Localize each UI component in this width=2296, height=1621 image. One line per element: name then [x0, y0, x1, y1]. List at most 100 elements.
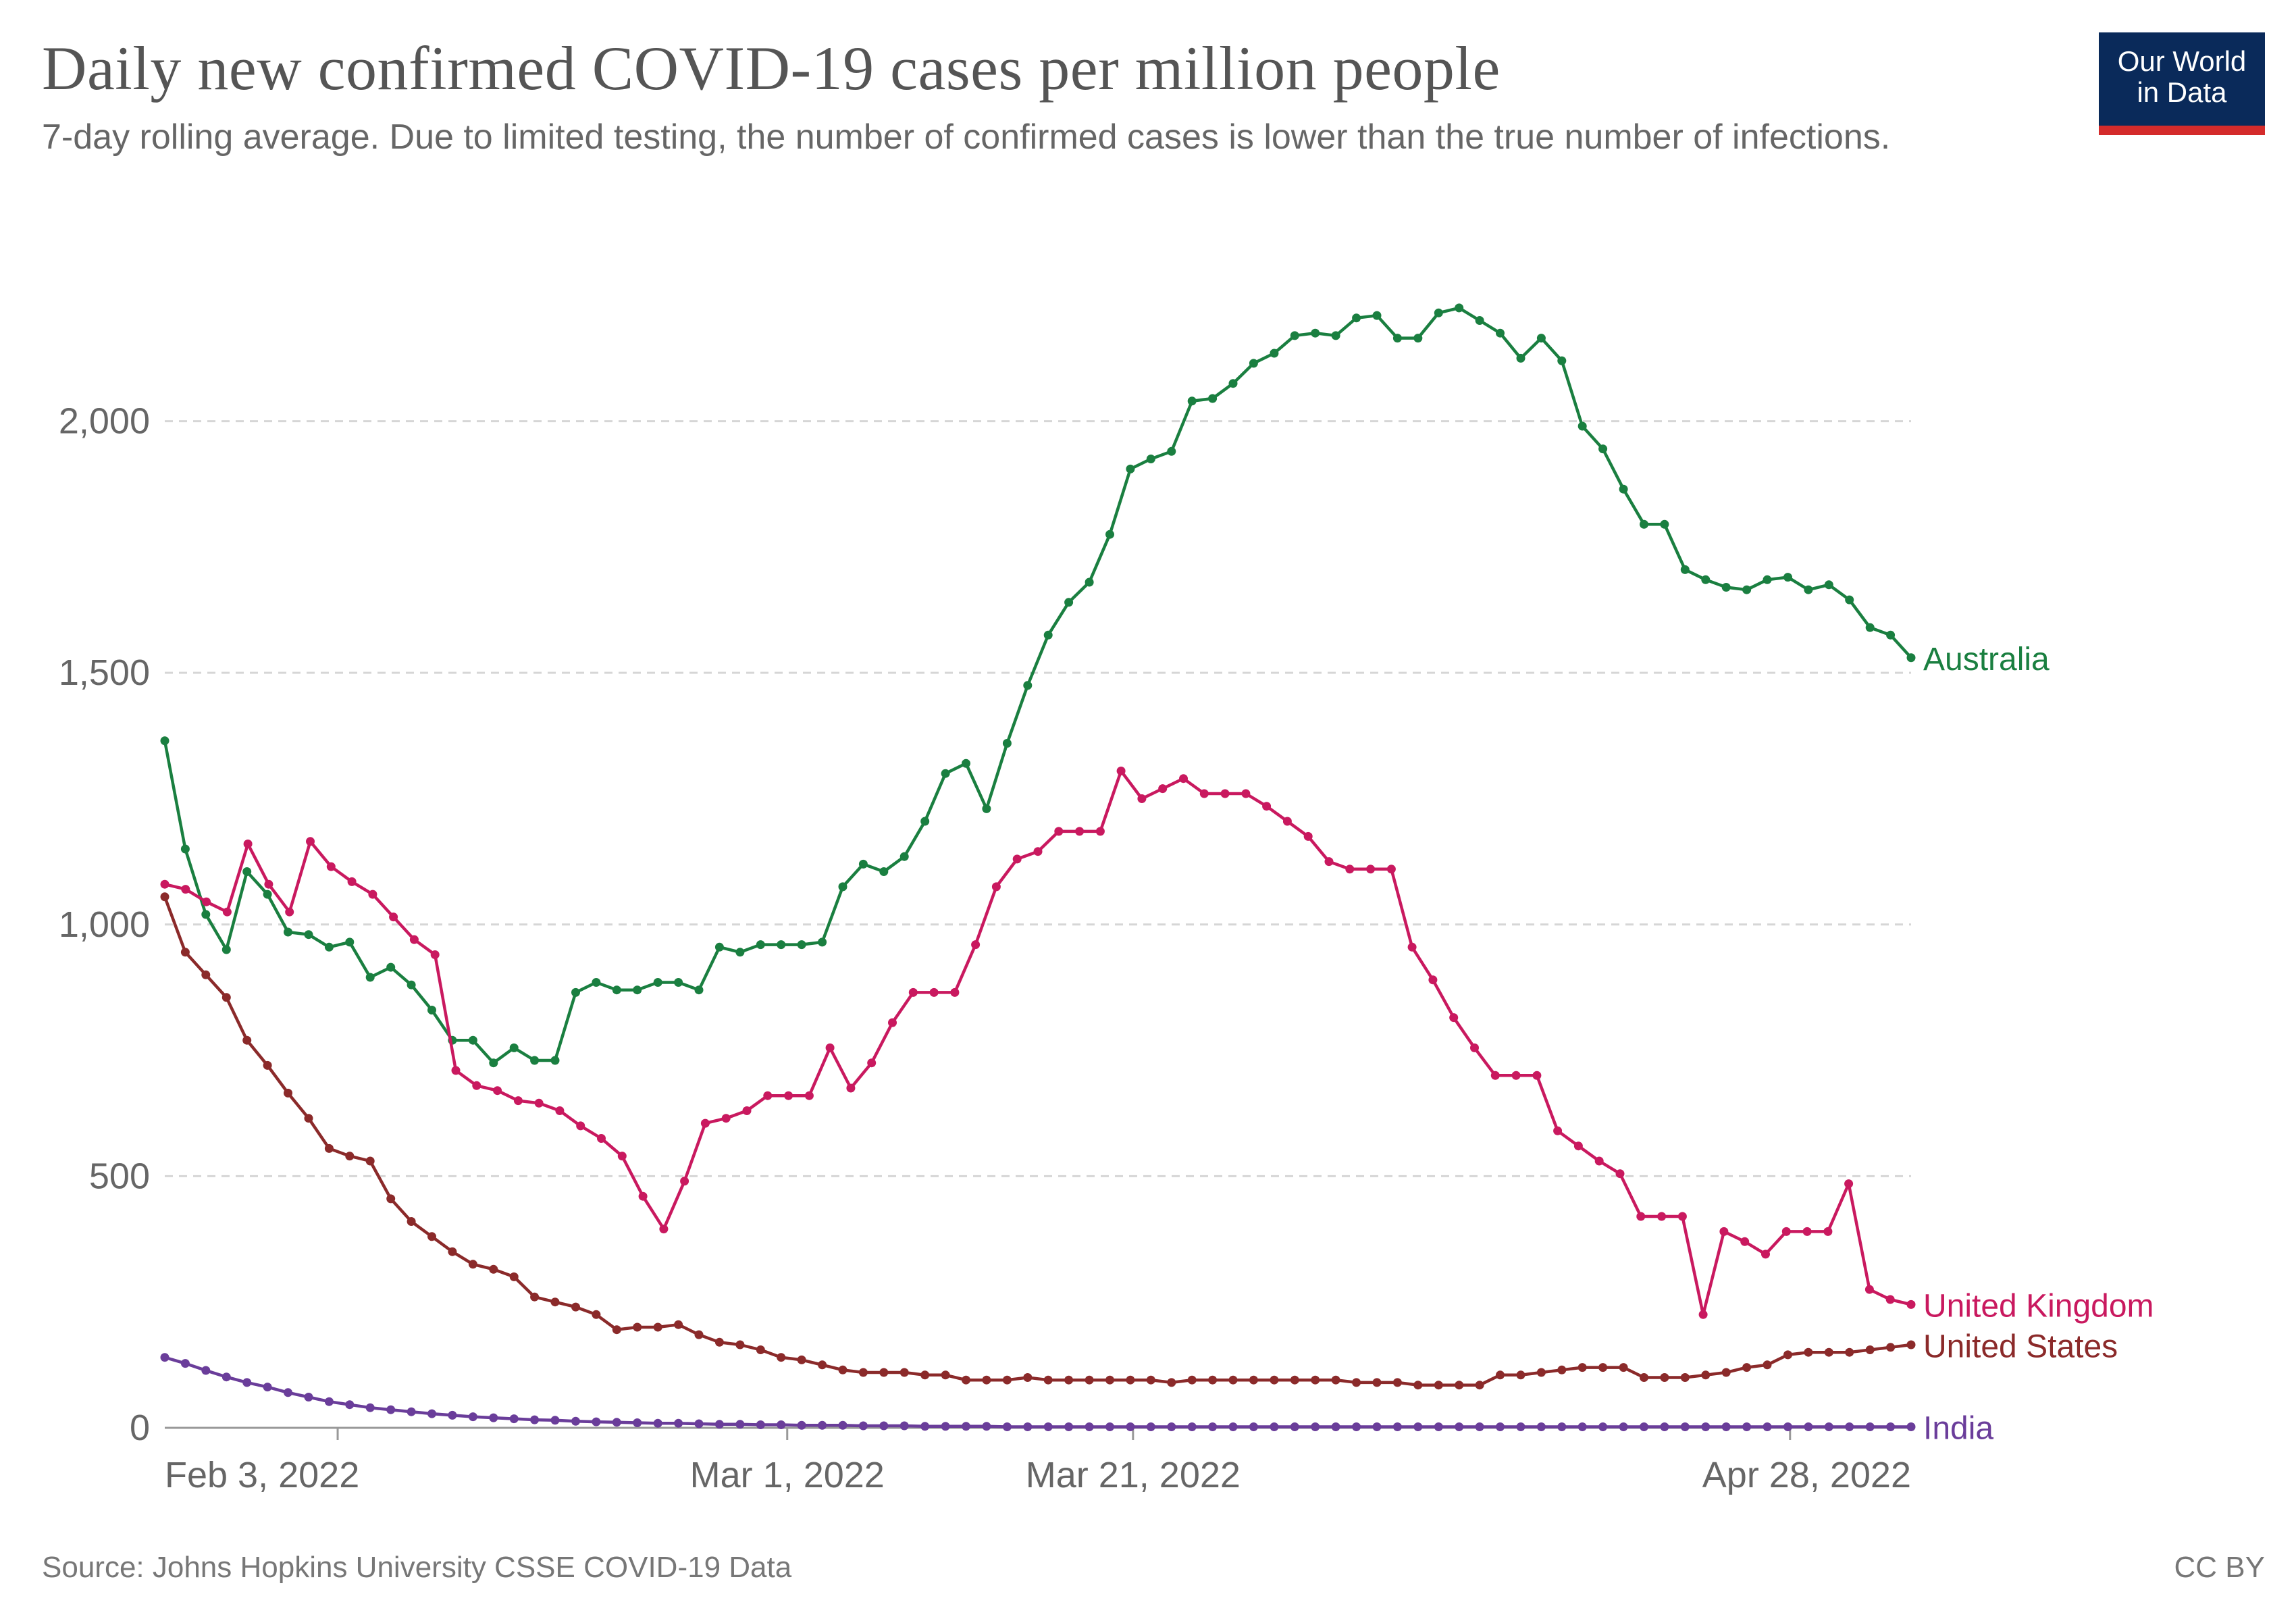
data-point	[735, 1340, 745, 1349]
data-point	[784, 1091, 793, 1100]
data-point	[448, 1410, 457, 1420]
series-label-india[interactable]: India	[1923, 1411, 1993, 1447]
data-point	[160, 879, 169, 889]
series-label-australia[interactable]: Australia	[1923, 642, 2050, 677]
x-tick-label: Mar 1, 2022	[690, 1455, 885, 1495]
data-point	[617, 1152, 627, 1161]
x-tick-label: Apr 28, 2022	[1702, 1455, 1911, 1495]
data-point	[1413, 1381, 1423, 1390]
data-point	[1249, 359, 1258, 368]
data-point	[448, 1247, 457, 1256]
data-point	[555, 1106, 565, 1115]
data-point	[1085, 1375, 1094, 1385]
data-point	[1577, 421, 1587, 431]
x-tick-label: Feb 3, 2022	[165, 1455, 359, 1495]
data-point	[633, 985, 642, 995]
data-point	[825, 1043, 835, 1052]
license-link[interactable]: CC BY	[2174, 1551, 2265, 1584]
data-point	[530, 1056, 540, 1065]
data-point	[1434, 1422, 1443, 1431]
data-point	[1105, 1375, 1114, 1385]
data-point	[1536, 1368, 1546, 1377]
data-point	[612, 1325, 621, 1335]
data-point	[430, 950, 440, 959]
data-point	[1906, 1422, 1916, 1431]
data-point	[1660, 1373, 1669, 1382]
data-point	[920, 1422, 930, 1431]
y-tick-label: 1,000	[59, 904, 150, 945]
data-point	[1303, 831, 1313, 841]
data-point	[858, 859, 868, 869]
data-point	[879, 867, 889, 876]
data-point	[365, 1403, 375, 1412]
data-point	[612, 1418, 621, 1427]
data-point	[571, 1416, 580, 1426]
data-point	[633, 1418, 642, 1427]
data-point	[550, 1416, 560, 1425]
owid-logo[interactable]: Our World in Data	[2099, 32, 2265, 135]
data-point	[1054, 827, 1064, 836]
data-point	[1636, 1212, 1646, 1221]
data-point	[638, 1191, 648, 1201]
data-point	[1075, 827, 1085, 836]
data-point	[1640, 1422, 1648, 1431]
data-point	[1023, 1422, 1033, 1431]
data-point	[1516, 1422, 1525, 1431]
series-label-united-kingdom[interactable]: United Kingdom	[1923, 1288, 2154, 1324]
logo-line-2: in Data	[2137, 76, 2227, 108]
data-point	[1886, 1343, 1896, 1352]
data-point	[201, 1366, 211, 1375]
data-point	[1615, 1169, 1625, 1179]
data-point	[962, 758, 970, 768]
data-point	[1386, 865, 1396, 874]
y-axis-ticks: 0 500 1,000 1,500 2,000	[59, 401, 150, 1448]
data-point	[941, 1422, 950, 1431]
data-point	[534, 1098, 544, 1108]
data-point	[1282, 817, 1292, 826]
data-point	[304, 1393, 313, 1401]
y-tick-label: 2,000	[59, 401, 150, 442]
data-point	[1886, 630, 1896, 640]
data-point	[1372, 1422, 1382, 1431]
data-point	[180, 844, 190, 854]
data-point	[284, 1088, 292, 1098]
data-point	[867, 1058, 877, 1068]
data-point	[1002, 1422, 1012, 1431]
data-point	[1064, 598, 1074, 607]
data-point	[1228, 1375, 1238, 1385]
data-point	[1553, 1126, 1563, 1135]
data-point	[674, 1320, 683, 1329]
data-point	[489, 1413, 498, 1422]
data-point	[160, 892, 169, 902]
data-point	[612, 985, 621, 995]
data-point	[941, 1370, 950, 1380]
data-point	[592, 1310, 601, 1319]
data-point	[1496, 1370, 1505, 1380]
data-point	[1845, 1347, 1854, 1357]
series-label-united-states[interactable]: United States	[1923, 1329, 2118, 1364]
data-point	[763, 1091, 773, 1100]
data-point	[1845, 595, 1854, 604]
data-point	[407, 1407, 416, 1416]
data-point	[1577, 1422, 1587, 1431]
data-point	[680, 1177, 689, 1186]
data-point	[756, 1420, 765, 1429]
data-point	[962, 1375, 970, 1385]
data-point	[1146, 1422, 1155, 1431]
data-point	[1372, 1378, 1382, 1387]
data-point	[1761, 1250, 1770, 1259]
data-point	[1241, 789, 1251, 798]
data-point	[180, 1359, 190, 1368]
data-point	[846, 1083, 856, 1093]
data-point	[1763, 1422, 1772, 1431]
data-point	[1331, 331, 1340, 340]
data-point	[489, 1058, 498, 1068]
data-point	[550, 1056, 560, 1065]
data-point	[1802, 1227, 1812, 1236]
data-point	[472, 1081, 481, 1090]
data-point	[1573, 1141, 1583, 1151]
data-point	[838, 1420, 847, 1430]
data-point	[982, 1422, 991, 1431]
chart-title: Daily new confirmed COVID-19 cases per m…	[42, 34, 1501, 103]
data-point	[304, 930, 313, 940]
